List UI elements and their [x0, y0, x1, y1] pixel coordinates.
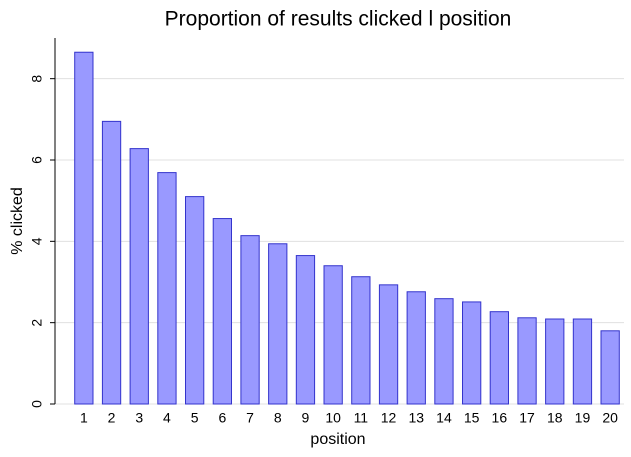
x-tick-label: 7 — [246, 410, 254, 426]
x-tick-label: 20 — [602, 410, 618, 426]
x-tick-label: 16 — [492, 410, 508, 426]
bar — [462, 301, 482, 405]
x-tick-label: 6 — [218, 410, 226, 426]
x-axis-label: position — [310, 431, 365, 448]
bar — [545, 318, 565, 405]
bar — [517, 317, 537, 405]
bar — [295, 255, 316, 405]
bar — [489, 311, 509, 405]
bar — [406, 291, 426, 405]
x-tick-label: 18 — [547, 410, 563, 426]
y-axis-label: % clicked — [9, 187, 26, 255]
bar — [268, 243, 288, 405]
x-tick-label: 13 — [408, 410, 424, 426]
bar — [378, 284, 399, 405]
y-tick-label: 0 — [29, 400, 45, 408]
bar — [212, 218, 232, 405]
y-tick-label: 2 — [29, 319, 45, 327]
bar — [101, 120, 122, 405]
x-tick-label: 2 — [108, 410, 116, 426]
x-tick-label: 3 — [135, 410, 143, 426]
bar — [157, 172, 177, 405]
x-tick-label: 15 — [464, 410, 480, 426]
y-tick-label: 8 — [29, 75, 45, 83]
y-tick-label: 4 — [29, 237, 45, 245]
x-tick-label: 12 — [381, 410, 397, 426]
bar — [129, 148, 149, 405]
bar — [351, 276, 371, 405]
y-tick-label: 6 — [29, 156, 45, 164]
bar — [185, 196, 205, 405]
x-tick-label: 19 — [575, 410, 591, 426]
x-tick-label: 8 — [274, 410, 282, 426]
bar — [600, 330, 620, 405]
x-tick-label: 14 — [436, 410, 452, 426]
x-tick-label: 17 — [519, 410, 535, 426]
x-tick-label: 4 — [163, 410, 171, 426]
x-tick-label: 11 — [354, 410, 369, 426]
bar — [74, 51, 94, 405]
x-tick-label: 1 — [80, 410, 88, 426]
bar — [572, 318, 593, 405]
chart-title: Proportion of results clicked l position — [165, 8, 512, 31]
bar — [240, 235, 260, 405]
x-tick-label: 10 — [325, 410, 341, 426]
x-tick-label: 5 — [191, 410, 199, 426]
bar — [434, 298, 454, 405]
x-tick-label: 9 — [302, 410, 310, 426]
bar — [323, 265, 343, 405]
